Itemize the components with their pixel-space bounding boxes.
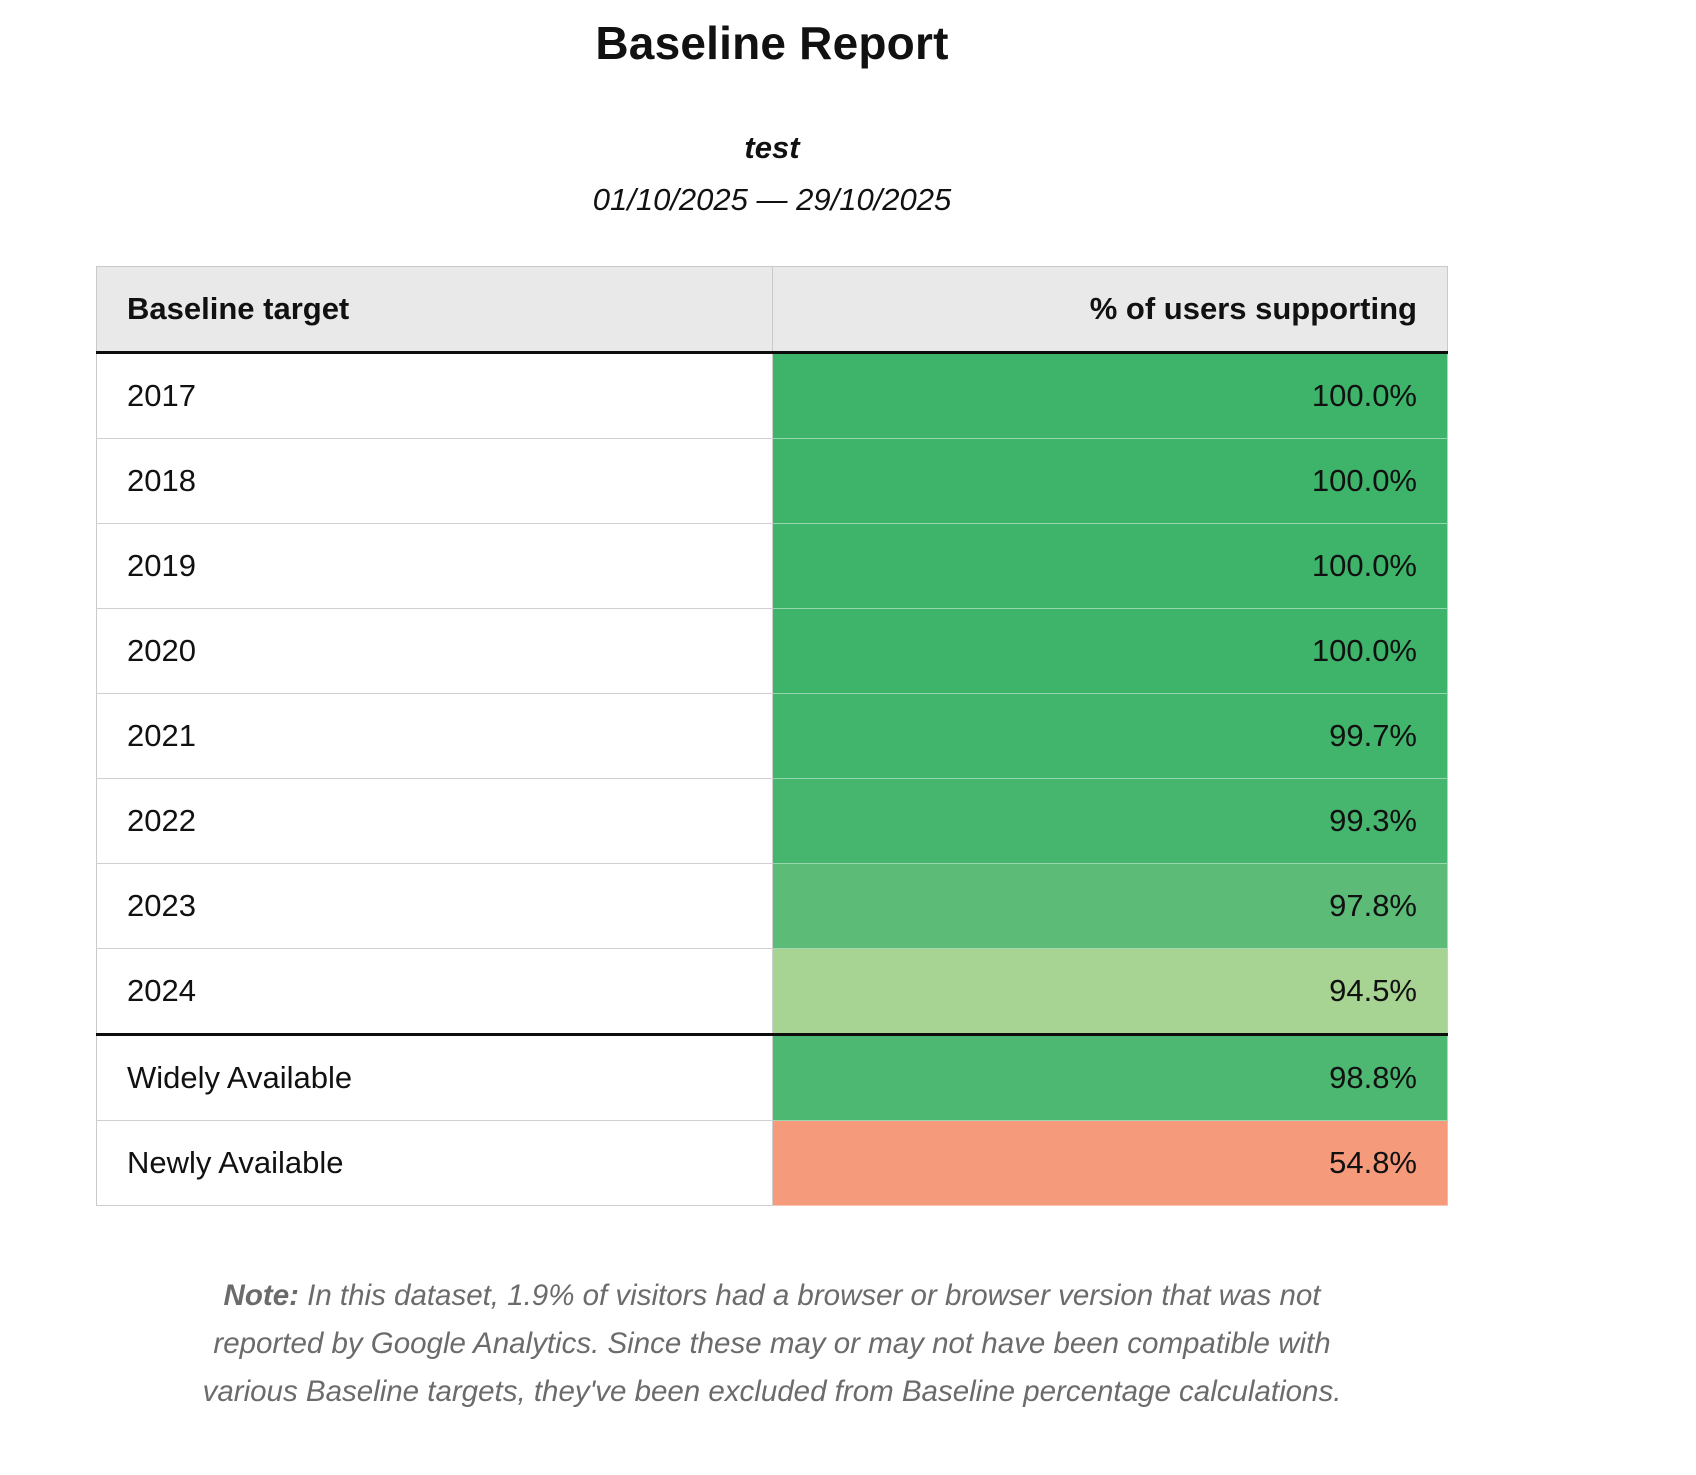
table-row: Widely Available 98.8% xyxy=(96,1033,1448,1121)
report-subtitle: test xyxy=(744,130,800,165)
table-row: 2022 99.3% xyxy=(96,778,1448,864)
percent-supporting-cell: 99.7% xyxy=(772,693,1448,779)
table-row: 2018 100.0% xyxy=(96,438,1448,524)
baseline-target-cell: 2022 xyxy=(96,778,773,864)
percent-supporting-cell: 94.5% xyxy=(772,948,1448,1035)
table-body: 2017 100.0% 2018 100.0% 2019 100.0% 2020 100.0%… xyxy=(96,351,1448,1206)
baseline-target-cell: 2024 xyxy=(96,948,773,1035)
table-row: 2020 100.0% xyxy=(96,608,1448,694)
baseline-target-cell: 2021 xyxy=(96,693,773,779)
footnote: Note: In this dataset, 1.9% of visitors … xyxy=(177,1272,1367,1475)
report-page: Baseline Report test 01/10/2025 — 29/10/… xyxy=(96,0,1448,1475)
table-row: Newly Available 54.8% xyxy=(96,1120,1448,1206)
percent-supporting-cell: 100.0% xyxy=(772,351,1448,439)
percent-supporting-cell: 100.0% xyxy=(772,523,1448,609)
page-title: Baseline Report xyxy=(595,17,949,69)
baseline-target-cell: 2017 xyxy=(96,351,773,439)
baseline-target-cell: Widely Available xyxy=(96,1033,773,1121)
report-date-range: 01/10/2025 — 29/10/2025 xyxy=(592,182,952,217)
table-header-row: Baseline target % of users supporting xyxy=(96,266,1448,353)
footnote-label: Note: xyxy=(223,1279,299,1312)
baseline-target-cell: 2018 xyxy=(96,438,773,524)
column-header-baseline-target: Baseline target xyxy=(96,266,773,353)
table-row: 2023 97.8% xyxy=(96,863,1448,949)
column-header-percent-users: % of users supporting xyxy=(772,266,1448,353)
percent-supporting-cell: 97.8% xyxy=(772,863,1448,949)
percent-supporting-cell: 100.0% xyxy=(772,438,1448,524)
baseline-target-cell: Newly Available xyxy=(96,1120,773,1206)
baseline-target-cell: 2023 xyxy=(96,863,773,949)
table-row: 2024 94.5% xyxy=(96,948,1448,1035)
table-header: Baseline target % of users supporting xyxy=(96,266,1448,353)
baseline-table: Baseline target % of users supporting 20… xyxy=(96,266,1448,1206)
percent-supporting-cell: 98.8% xyxy=(772,1033,1448,1121)
table-row: 2019 100.0% xyxy=(96,523,1448,609)
percent-supporting-cell: 54.8% xyxy=(772,1120,1448,1206)
baseline-target-cell: 2020 xyxy=(96,608,773,694)
footnote-text: In this dataset, 1.9% of visitors had a … xyxy=(202,1279,1342,1408)
baseline-target-cell: 2019 xyxy=(96,523,773,609)
percent-supporting-cell: 100.0% xyxy=(772,608,1448,694)
table-row: 2017 100.0% xyxy=(96,351,1448,439)
percent-supporting-cell: 99.3% xyxy=(772,778,1448,864)
table-row: 2021 99.7% xyxy=(96,693,1448,779)
